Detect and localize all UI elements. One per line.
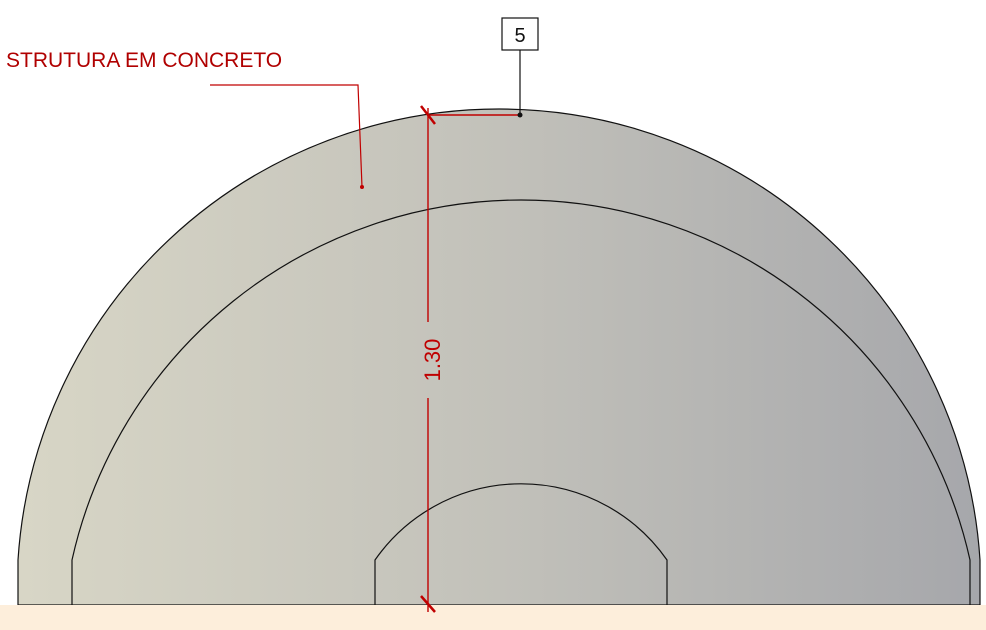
dimension-text: 1.30 — [420, 339, 445, 382]
material-label: STRUTURA EM CONCRETO — [6, 49, 282, 72]
tick — [420, 105, 436, 125]
dimension — [420, 105, 520, 613]
outer-arch — [17, 108, 981, 606]
leader-line — [210, 84, 363, 188]
opening-arch — [374, 483, 668, 605]
tag-box — [501, 17, 539, 51]
leader-dot — [360, 185, 364, 189]
tag-dot — [517, 112, 523, 118]
tick — [420, 595, 436, 613]
tag-text: 5 — [514, 25, 525, 47]
floor-band — [0, 605, 986, 630]
inner-arch — [71, 199, 971, 605]
